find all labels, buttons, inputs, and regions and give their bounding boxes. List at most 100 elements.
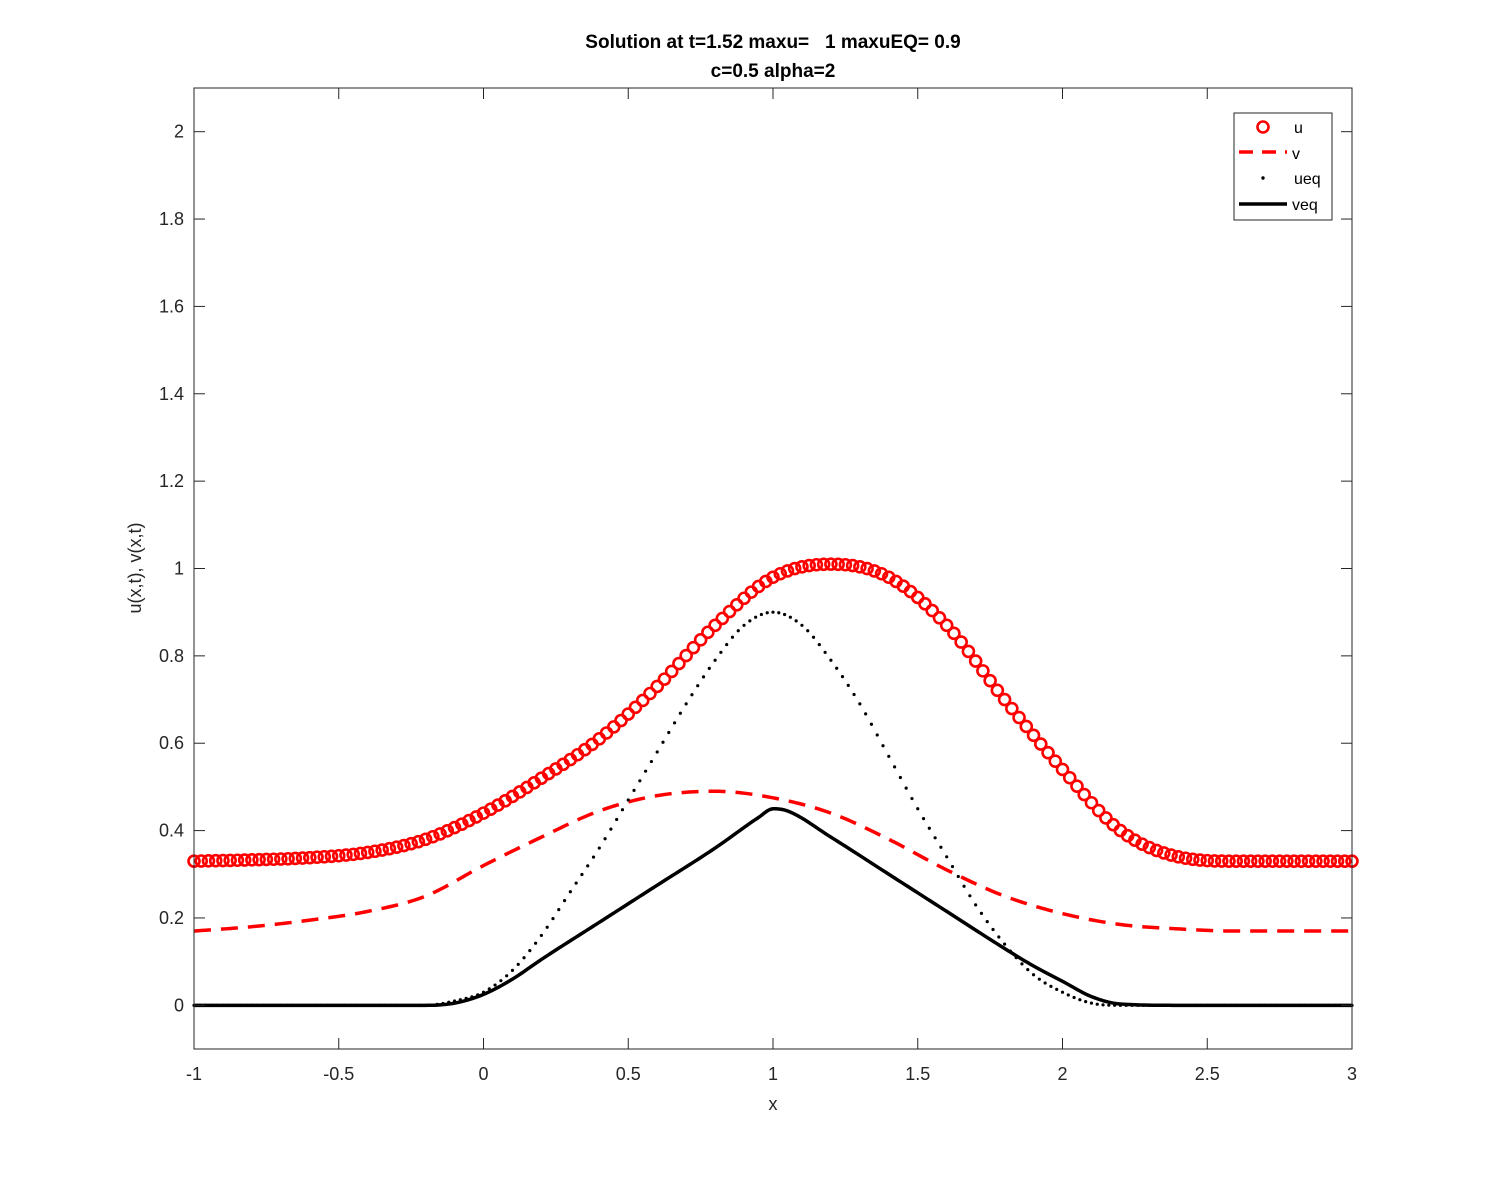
u-marker: [1019, 719, 1034, 734]
u-marker: [1164, 848, 1178, 862]
x-tick-label: 2.5: [1195, 1064, 1220, 1084]
series-layer: [187, 557, 1359, 1008]
u-marker: [397, 838, 411, 853]
ueq-marker: [499, 979, 503, 983]
legend-label-v: v: [1292, 146, 1300, 163]
u-marker: [274, 852, 288, 866]
ueq-marker: [927, 826, 931, 830]
ueq-marker: [794, 619, 798, 623]
ueq-marker: [817, 642, 821, 647]
u-marker: [295, 851, 310, 865]
ueq-marker: [806, 629, 810, 633]
ueq-marker: [707, 666, 711, 670]
u-marker: [317, 849, 332, 864]
u-marker: [715, 611, 730, 626]
veq-line: [194, 807, 1352, 1008]
legend-marker-u: [1256, 120, 1270, 134]
u-marker: [1171, 849, 1186, 864]
v-line: [193, 789, 1352, 933]
u-marker: [635, 693, 650, 708]
ueq-marker: [644, 769, 648, 773]
ueq-marker: [800, 623, 804, 627]
ueq-marker: [979, 911, 984, 916]
x-tick-label: 0.5: [616, 1064, 641, 1084]
u-marker: [375, 843, 389, 857]
ueq-marker: [1020, 962, 1024, 966]
u-marker: [1048, 754, 1063, 768]
plot-area: [194, 88, 1352, 1049]
ueq-marker: [586, 864, 590, 868]
ueq-marker: [759, 612, 764, 617]
legend-label-u: u: [1294, 120, 1303, 137]
ueq-marker: [875, 733, 879, 737]
ueq-marker: [1107, 1003, 1111, 1007]
u-marker: [1026, 728, 1041, 743]
y-axis-label: u(x,t), v(x,t): [125, 523, 145, 614]
u-marker: [722, 604, 737, 619]
u-marker: [1337, 854, 1352, 868]
x-axis-label: x: [769, 1094, 778, 1114]
ueq-marker: [1089, 1001, 1094, 1005]
u-marker: [194, 854, 209, 868]
u-marker: [860, 561, 874, 576]
ueq-marker: [1031, 973, 1036, 977]
ueq-marker: [869, 722, 874, 726]
u-marker: [628, 700, 643, 715]
u-marker: [259, 852, 274, 867]
u-marker: [331, 848, 346, 863]
ueq-marker: [910, 796, 914, 801]
u-marker: [223, 853, 237, 868]
x-tick-label: -0.5: [323, 1064, 354, 1084]
ueq-marker: [1043, 981, 1047, 985]
ueq-marker: [713, 658, 717, 662]
ueq-marker: [580, 872, 584, 877]
ueq-marker: [916, 807, 920, 811]
ueq-marker: [765, 611, 769, 615]
ueq-marker: [1072, 995, 1076, 1000]
ueq-marker: [574, 881, 578, 885]
u-marker: [1280, 854, 1294, 868]
ueq-marker: [562, 899, 567, 903]
ueq-marker: [945, 855, 949, 859]
ueq-marker: [701, 675, 706, 679]
ueq-marker: [788, 615, 792, 619]
ueq-marker: [1037, 977, 1041, 981]
u-marker: [795, 560, 809, 574]
u-marker: [1323, 854, 1338, 868]
ueq-marker: [638, 779, 642, 783]
x-tick-label: 3: [1347, 1064, 1357, 1084]
ueq-marker: [887, 754, 891, 758]
ueq-marker: [782, 612, 787, 617]
ueq-marker: [985, 920, 989, 924]
y-tick-label: 0.8: [159, 646, 184, 666]
u-marker: [824, 557, 838, 571]
u-marker: [1200, 853, 1215, 868]
ueq-marker: [516, 962, 520, 966]
y-tick-label: 1.2: [159, 471, 184, 491]
u-marker: [961, 644, 976, 659]
ueq-marker: [898, 775, 902, 780]
ueq-marker: [661, 740, 665, 744]
u-marker: [1055, 762, 1070, 777]
u-marker: [1272, 854, 1287, 868]
ueq-marker: [545, 925, 549, 929]
u-marker: [1222, 854, 1236, 868]
u-marker: [787, 561, 802, 576]
ueq-marker: [1026, 968, 1030, 972]
legend: u v ueq veq: [1233, 112, 1333, 221]
u-marker: [664, 664, 679, 679]
y-tick-label: 0.6: [159, 733, 184, 753]
ueq-marker: [678, 711, 682, 715]
u-marker: [433, 827, 447, 841]
u-marker: [932, 610, 947, 625]
u-marker: [418, 832, 433, 847]
u-marker: [643, 686, 657, 701]
u-marker: [693, 633, 708, 647]
ueq-marker: [684, 702, 688, 706]
u-marker: [838, 557, 853, 572]
u-marker: [346, 847, 361, 862]
ueq-marker: [1049, 984, 1053, 988]
ueq-marker: [1095, 1002, 1099, 1006]
u-marker: [947, 626, 961, 641]
legend-label-ueq: ueq: [1294, 171, 1321, 188]
